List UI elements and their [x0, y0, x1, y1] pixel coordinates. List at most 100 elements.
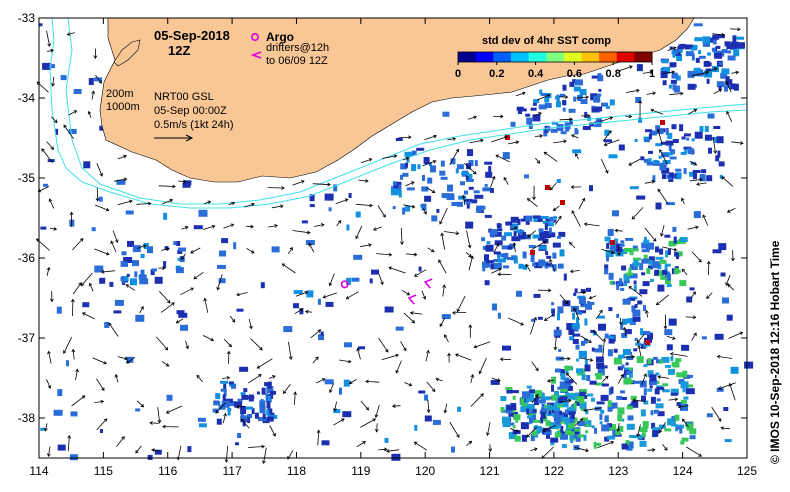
colorbar-tick-label: 0.6: [567, 68, 582, 80]
sst-cell: [466, 203, 470, 209]
sst-cell: [687, 70, 695, 78]
sst-cell: [637, 300, 643, 305]
sst-cell: [636, 356, 644, 364]
current-vector-head: [728, 382, 733, 387]
sst-cell: [346, 277, 351, 285]
sst-cell: [647, 388, 653, 392]
sst-cell: [187, 446, 192, 453]
current-vector-head: [162, 424, 166, 429]
y-tick-label: -34: [18, 91, 36, 105]
sst-cell: [703, 42, 710, 47]
sst-cell: [543, 129, 548, 137]
current-vector: [575, 153, 579, 160]
sst-cell: [526, 404, 535, 410]
sst-cell: [665, 202, 675, 206]
sst-cell: [676, 426, 682, 430]
current-vector: [312, 356, 319, 364]
sst-cell: [70, 411, 78, 417]
sst-cell: [566, 323, 575, 330]
current-vector-head: [692, 315, 697, 320]
sst-cell: [544, 103, 552, 108]
current-vector-head: [543, 317, 548, 321]
current-vector-head: [622, 326, 627, 331]
current-vector-head: [452, 137, 457, 141]
current-vector-head: [553, 346, 558, 351]
drifter-legend-icon: [250, 51, 262, 59]
current-vector-head: [251, 202, 255, 207]
sst-cell: [623, 279, 630, 284]
argo-float-marker: [340, 280, 349, 289]
sst-cell: [521, 232, 526, 239]
sst-cell: [683, 146, 692, 150]
sst-cell: [545, 251, 549, 256]
sst-cell: [662, 269, 668, 275]
sst-cell: [584, 359, 588, 367]
current-vector: [441, 233, 445, 250]
current-vector: [360, 418, 376, 428]
sst-cell: [629, 186, 639, 190]
current-vector: [668, 398, 678, 401]
current-vector-head: [426, 349, 430, 354]
current-vector: [559, 118, 572, 121]
current-vector-head: [99, 172, 103, 177]
sst-cell: [538, 104, 547, 110]
sst-cell: [733, 83, 739, 91]
current-vector-head: [628, 286, 633, 290]
sst-cell: [553, 329, 562, 336]
sst-cell: [489, 187, 494, 193]
sst-cell: [182, 182, 191, 188]
argo-floats: [340, 280, 349, 289]
sst-cell: [544, 430, 552, 435]
current-vector: [637, 424, 641, 437]
current-vector-head: [652, 91, 657, 96]
sst-cell: [542, 220, 549, 224]
sst-cell: [619, 249, 628, 254]
current-vector: [447, 138, 456, 141]
current-vector-head: [69, 211, 74, 216]
sst-cell: [567, 381, 572, 389]
sst-cell: [424, 394, 429, 401]
sst-cell: [591, 425, 595, 429]
sst-cell: [609, 99, 615, 106]
current-vector: [637, 333, 645, 343]
sst-cell: [641, 242, 648, 249]
current-vector: [617, 246, 620, 256]
sst-cell: [643, 305, 646, 312]
sst-cell: [424, 195, 432, 202]
current-vector-head: [546, 378, 551, 383]
sst-cell: [197, 417, 206, 422]
sst-cell: [557, 263, 564, 269]
sst-cell: [220, 380, 229, 384]
current-vector-head: [677, 404, 682, 409]
current-vector-head: [142, 244, 147, 248]
sst-cell: [100, 429, 103, 433]
sst-cell: [613, 348, 618, 353]
sst-cell: [474, 160, 478, 167]
current-vector-head: [374, 414, 379, 418]
sst-cell: [655, 246, 659, 253]
sst-cell: [653, 160, 659, 164]
sst-cell: [656, 386, 665, 390]
current-vector: [427, 247, 435, 253]
current-vector: [439, 317, 446, 327]
sst-cell: [371, 269, 379, 275]
sst-cell: [572, 333, 581, 337]
current-vector: [712, 33, 725, 36]
current-vector: [63, 124, 74, 140]
current-vector: [329, 383, 334, 393]
current-vector: [395, 360, 402, 374]
colorbar-ticks: 0 0.2 0.4 0.6 0.8 1: [455, 62, 655, 80]
current-vector-head: [308, 242, 313, 247]
sst-cell: [465, 221, 474, 229]
current-vector: [176, 318, 184, 324]
current-vector-head: [532, 196, 536, 201]
sst-cell: [558, 420, 567, 424]
sst-cell: [704, 126, 709, 132]
current-vector: [491, 377, 501, 382]
sst-cell: [94, 77, 103, 82]
sst-cell: [608, 154, 618, 159]
sst-cell: [666, 284, 672, 287]
sst-cell: [441, 314, 451, 320]
current-vector-head: [207, 200, 212, 205]
current-vector: [223, 338, 232, 347]
